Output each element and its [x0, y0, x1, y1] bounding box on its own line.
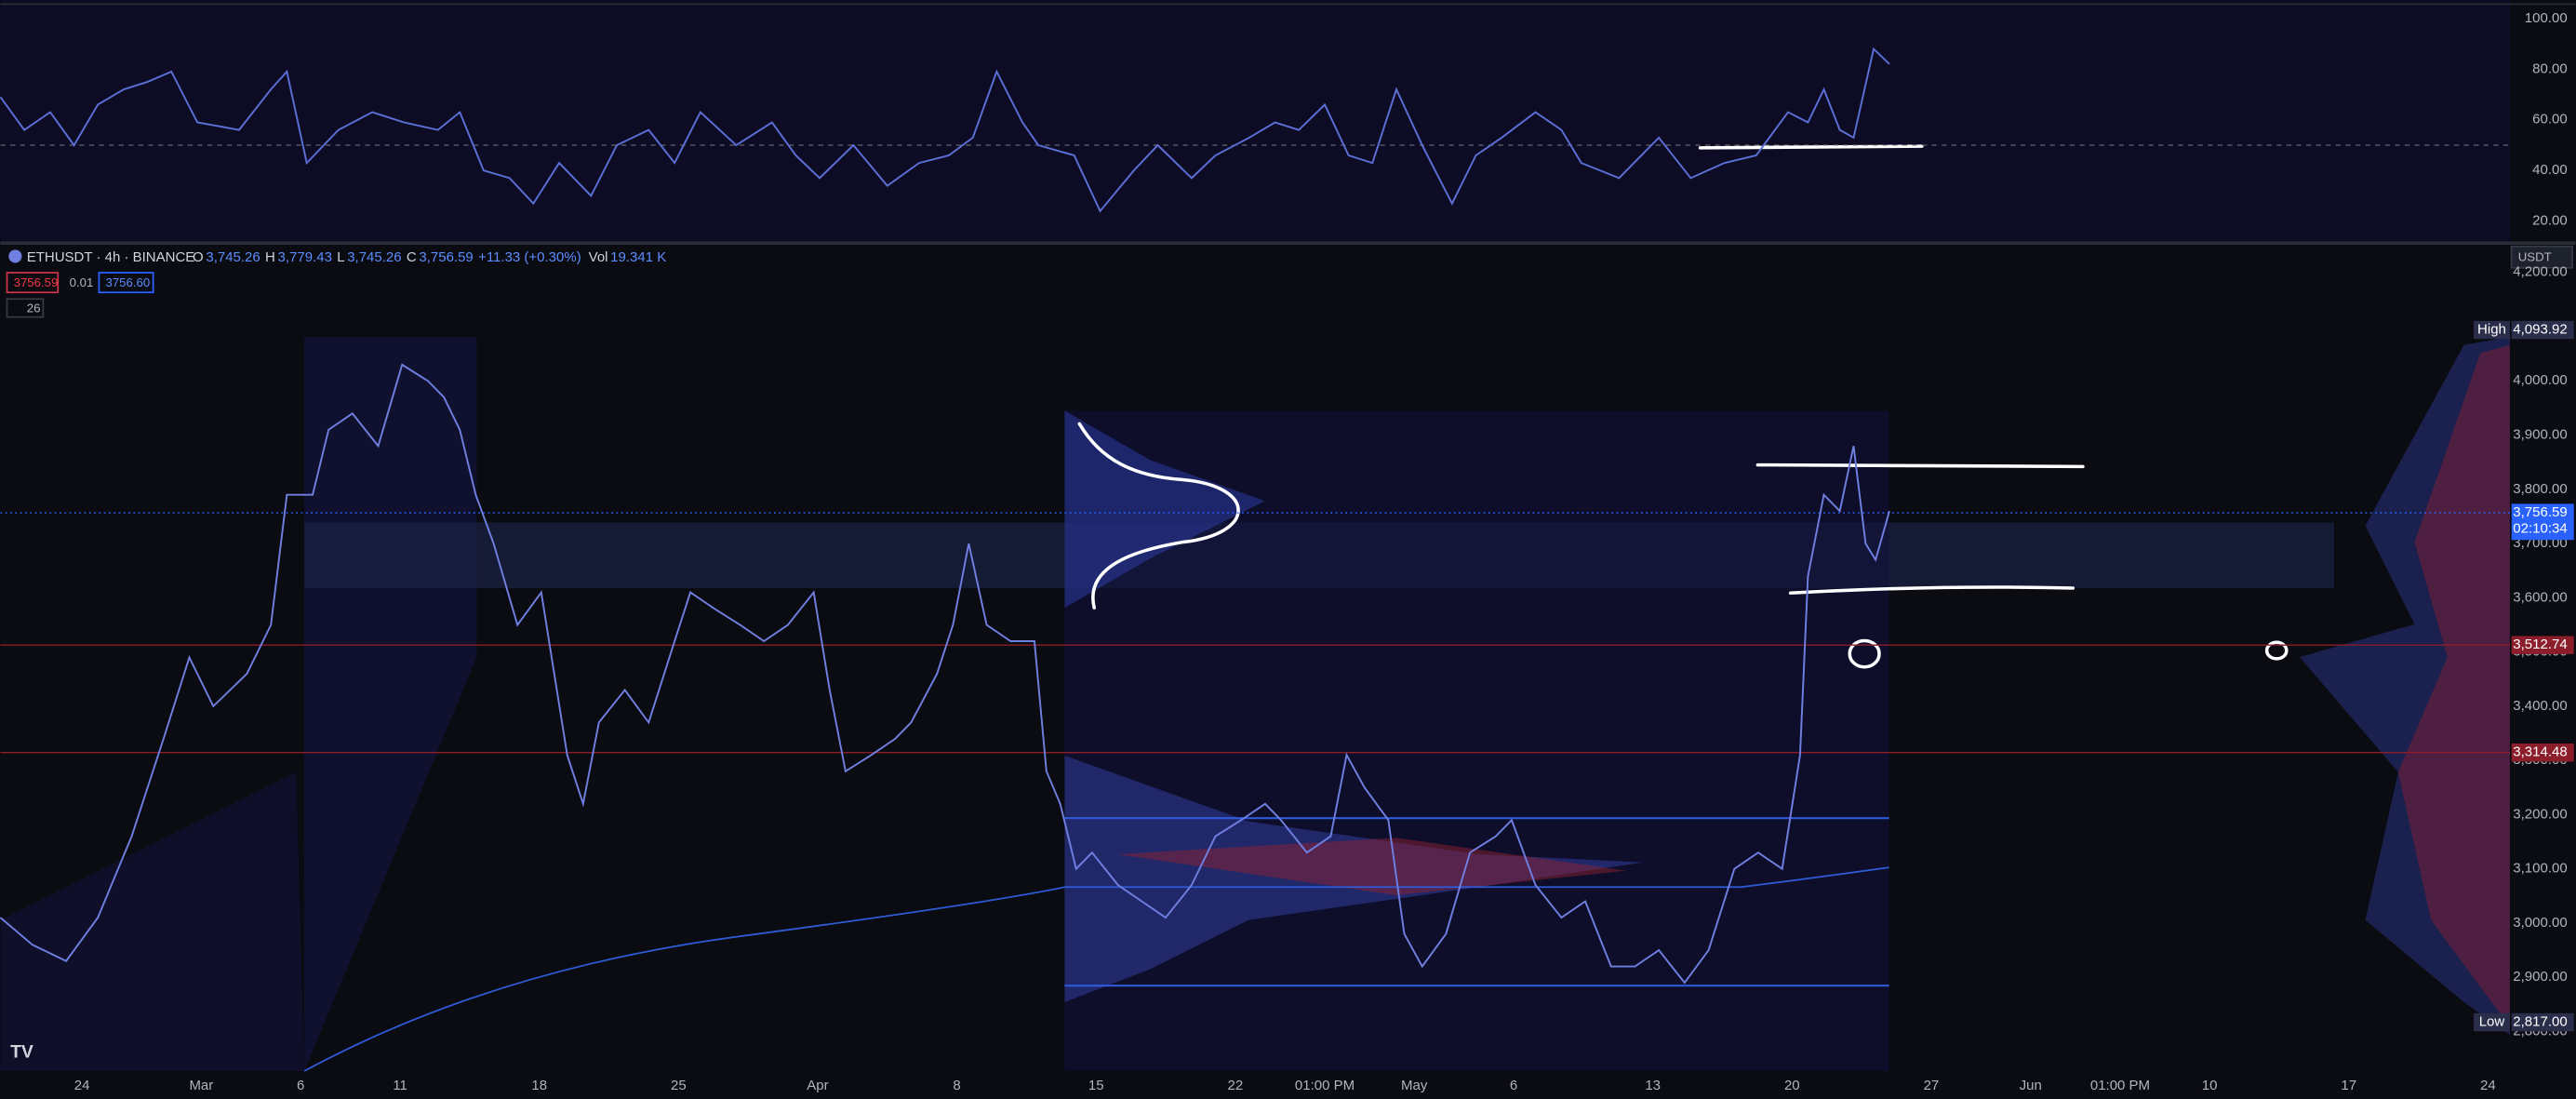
drawn-line	[1755, 462, 2085, 469]
ohlc-text: 3,779.43	[278, 249, 332, 265]
price-series	[0, 47, 1890, 213]
price-tag: High	[2477, 322, 2506, 338]
pane-separator	[0, 241, 2576, 246]
volume-profile	[2397, 344, 2510, 1027]
ohlc-text: 3,745.26	[206, 249, 260, 265]
drawn-circle	[2264, 640, 2289, 661]
price-label-bg	[2511, 743, 2574, 762]
y-tick-label: 20.00	[2532, 213, 2568, 229]
rsi-pane	[0, 0, 2510, 242]
y-tick-label: 3,600.00	[2513, 589, 2567, 605]
sell-price[interactable]: 3756.59	[14, 275, 59, 289]
price-label: 3,756.59	[2513, 504, 2567, 520]
y-tick-label: 40.00	[2532, 162, 2568, 178]
y-tick-label: 3,400.00	[2513, 698, 2567, 714]
price-series	[0, 363, 1890, 985]
x-tick-label: 01:00 PM	[2090, 1078, 2150, 1093]
ohlc-text: Vol	[589, 249, 608, 265]
price-label-bg	[2511, 503, 2574, 541]
x-tick-label: 15	[1088, 1078, 1104, 1093]
x-tick-label: May	[1401, 1078, 1428, 1093]
x-tick-label: 10	[2202, 1078, 2218, 1093]
y-tick-label: 3,800.00	[2513, 481, 2567, 497]
x-tick-label: 27	[1924, 1078, 1940, 1093]
shade	[304, 336, 477, 1071]
x-tick-label: 24	[74, 1078, 90, 1093]
price-label-bg	[2511, 636, 2574, 654]
symbol: ETHUSDT · 4h · BINANCE	[27, 249, 195, 265]
y-tick-label: 100.00	[2525, 10, 2568, 26]
x-tick-label: 17	[2341, 1078, 2356, 1093]
ohlc-text: +11.33 (+0.30%)	[478, 249, 581, 265]
moving-average	[303, 866, 1889, 1072]
y-tick-label: 2,900.00	[2513, 969, 2567, 985]
y-tick-label: 4,200.00	[2513, 264, 2567, 280]
currency[interactable]: USDT	[2518, 250, 2552, 264]
ohlc-text: 3,745.26	[347, 249, 401, 265]
x-axis-bg	[0, 1070, 2576, 1099]
y-tick-label: 3,200.00	[2513, 806, 2567, 822]
pane-border	[0, 3, 2576, 6]
drawn-line	[1788, 585, 2075, 596]
logo: TV	[10, 1042, 33, 1063]
x-tick-label: 6	[297, 1078, 304, 1093]
ohlc-text: 19.341 K	[610, 249, 666, 265]
y-tick-label: 3,100.00	[2513, 861, 2567, 877]
spread: 0.01	[70, 275, 94, 289]
currency-box[interactable]	[2510, 245, 2573, 269]
price-label: 2,817.00	[2513, 1014, 2567, 1030]
symbol-icon	[8, 249, 22, 263]
drawn-line	[1698, 144, 1924, 150]
x-tick-label: 6	[1510, 1078, 1517, 1093]
x-tick-label: Mar	[189, 1078, 213, 1093]
ohlc-text: C	[407, 249, 417, 265]
price-label-bg	[2511, 320, 2574, 340]
x-tick-label: 13	[1645, 1078, 1661, 1093]
volume-profile	[1116, 838, 1627, 896]
y-tick-label: 3,000.00	[2513, 915, 2567, 931]
x-tick-label: 22	[1227, 1078, 1243, 1093]
indicators[interactable]: 26	[27, 301, 41, 315]
price-tag-bg	[2474, 1012, 2510, 1032]
x-tick-label: 20	[1784, 1078, 1800, 1093]
countdown: 02:10:34	[2513, 521, 2567, 537]
x-tick-label: Jun	[2020, 1078, 2042, 1093]
x-tick-label: 11	[393, 1078, 407, 1093]
price-label: 3,314.48	[2513, 744, 2567, 760]
price-label: 3,512.74	[2513, 637, 2567, 652]
y-tick-label: 60.00	[2532, 112, 2568, 127]
x-tick-label: 24	[2480, 1078, 2496, 1093]
y-tick-label: 80.00	[2532, 60, 2568, 76]
ohlc-text: 3,756.59	[419, 249, 473, 265]
drawn-circle	[1848, 638, 1881, 669]
sell-box[interactable]	[6, 272, 60, 294]
buy-price[interactable]: 3756.60	[105, 275, 150, 289]
price-tag: Low	[2479, 1014, 2505, 1030]
x-tick-label: 25	[671, 1078, 687, 1093]
ohlc: O 3,745.26 H 3,779.43 L 3,745.26 C 3,756.59 +11.…	[193, 249, 666, 265]
x-tick-label: 18	[531, 1078, 547, 1093]
ohlc-text: H	[265, 249, 275, 265]
price-tag-bg	[2474, 320, 2510, 340]
buy-box[interactable]	[98, 272, 154, 294]
ohlc-text: L	[337, 249, 344, 265]
ohlc-text: O	[193, 249, 204, 265]
y-tick-label: 3,900.00	[2513, 427, 2567, 443]
price-label-bg	[2511, 1012, 2574, 1032]
y-tick-label: 4,000.00	[2513, 372, 2567, 388]
x-tick-label: 8	[953, 1078, 960, 1093]
x-tick-label: Apr	[807, 1078, 828, 1093]
price-label: 4,093.92	[2513, 322, 2567, 338]
indicators-box[interactable]	[6, 298, 45, 318]
x-tick-label: 01:00 PM	[1295, 1078, 1355, 1093]
shade	[0, 771, 305, 1071]
